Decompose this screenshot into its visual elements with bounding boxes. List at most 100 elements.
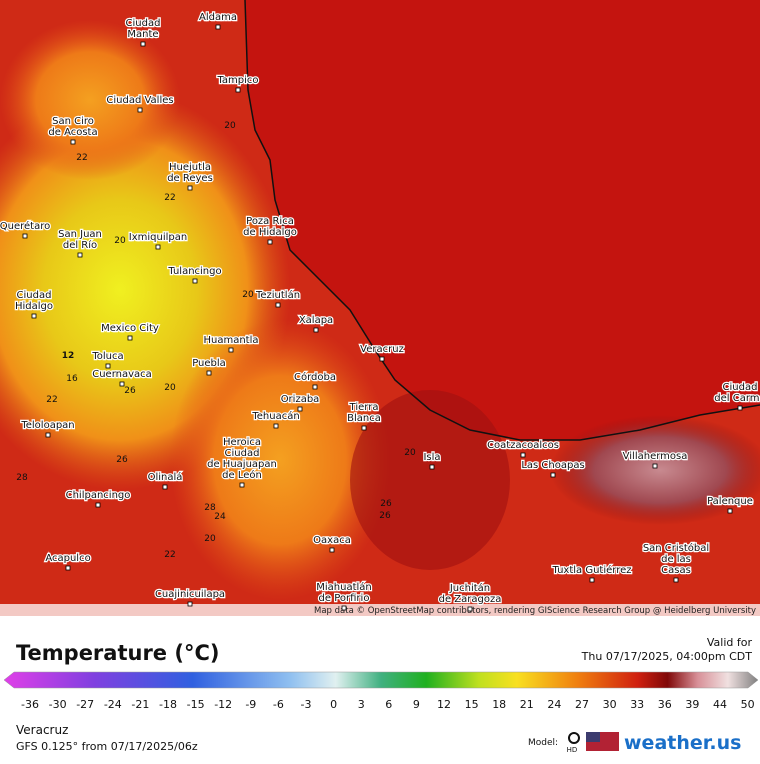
legend-tick-label: -6 — [273, 698, 284, 711]
hot-area — [550, 415, 760, 525]
city-dot — [297, 406, 303, 412]
city-label: Juchitán — [449, 582, 490, 594]
brand[interactable]: weather.us — [624, 732, 741, 754]
city-label: Tuxtla Gutiérrez — [551, 564, 631, 576]
contour-label: 24 — [214, 512, 226, 522]
city-label: Teziutlán — [255, 289, 300, 301]
city-label: Tulancingo — [167, 266, 221, 277]
city-dot — [239, 482, 245, 488]
city-dot — [45, 432, 51, 438]
contour-label: 22 — [164, 193, 175, 203]
city-dot — [673, 577, 679, 583]
city-dot — [137, 107, 143, 113]
legend-tick-label: 9 — [413, 698, 420, 711]
city-dot — [215, 24, 221, 30]
city-label: Tampico — [216, 75, 258, 86]
contour-label: 26 — [380, 499, 392, 509]
city-label: Ciudad — [126, 18, 161, 29]
city-label: de Zaragoza — [439, 594, 502, 605]
city-dot — [127, 335, 133, 341]
city-label: Olinalá — [148, 471, 183, 483]
legend-tick-label: 39 — [685, 698, 699, 711]
contour-label: 22 — [46, 395, 57, 405]
city-label: Hidalgo — [15, 301, 53, 312]
map: Map data © OpenStreetMap contributors, r… — [0, 0, 760, 616]
legend-tick-label: 21 — [520, 698, 534, 711]
city-dot — [162, 484, 168, 490]
city-label: Acapulco — [45, 553, 90, 564]
legend-tick-label: 24 — [547, 698, 561, 711]
city-dot — [520, 452, 526, 458]
city-label: de Acosta — [48, 127, 97, 138]
legend-tick-label: -12 — [214, 698, 232, 711]
contour-label: 28 — [204, 503, 216, 513]
contour-label: 28 — [16, 473, 28, 483]
legend-tick-label: 0 — [330, 698, 337, 711]
city-dot — [65, 565, 71, 571]
coastline — [244, 0, 760, 441]
city-label: Querétaro — [0, 220, 50, 232]
city-label: de Reyes — [167, 173, 213, 184]
city-dot — [119, 381, 125, 387]
city-label: Ciudad — [723, 382, 758, 393]
contour-label: 22 — [76, 153, 87, 163]
title: Temperature (°C) — [16, 641, 219, 665]
legend-tick-label: 15 — [465, 698, 479, 711]
city-dot — [31, 313, 37, 319]
contour-label: 16 — [66, 374, 78, 384]
city-label: Poza Rica — [246, 216, 294, 227]
city-dot — [737, 405, 743, 411]
city-dot — [652, 463, 658, 469]
city-label: Isla — [423, 452, 440, 463]
city-label: de Hidalgo — [243, 227, 297, 238]
city-label: Huamantla — [203, 335, 258, 346]
city-label: Chilpancingo — [66, 490, 131, 501]
city-dot — [329, 547, 335, 553]
legend-tick-label: -9 — [245, 698, 256, 711]
location: Veracruz — [16, 723, 68, 737]
contour-label: 20 — [114, 236, 126, 246]
city-dot — [228, 347, 234, 353]
hot-area — [350, 390, 510, 570]
city-label: Ciudad — [17, 290, 52, 301]
city-label: Tehuacán — [251, 410, 299, 422]
city-label: San Ciro — [52, 116, 94, 127]
legend-tick-label: 36 — [658, 698, 672, 711]
city-label: Casas — [661, 565, 691, 576]
city-label: Coatzacoalcos — [487, 440, 559, 451]
city-label: Xalapa — [299, 315, 333, 326]
contour-label: 20 — [404, 448, 416, 458]
city-label: de León — [222, 469, 262, 481]
city-dot — [206, 370, 212, 376]
city-dot — [22, 233, 28, 239]
hd-icon — [568, 732, 580, 744]
attribution: Map data © OpenStreetMap contributors, r… — [314, 606, 756, 616]
legend-tick-label: -24 — [104, 698, 122, 711]
city-label: de Huajuapan — [207, 459, 277, 470]
city-label: Tierra — [349, 402, 379, 413]
legend-tick-label: -21 — [131, 698, 149, 711]
city-dot — [312, 384, 318, 390]
legend-tick-label: -18 — [159, 698, 177, 711]
city-label: Miahuatlán — [316, 581, 372, 593]
city-label: Villahermosa — [623, 451, 688, 462]
city-dot — [467, 606, 473, 612]
city-dot — [95, 502, 101, 508]
legend-tick-label: -36 — [21, 698, 39, 711]
city-dot — [550, 472, 556, 478]
city-label: Las Choapas — [521, 460, 584, 471]
city-label: Blanca — [347, 413, 381, 424]
city-label: Orizaba — [281, 394, 320, 405]
contour-label: 20 — [204, 534, 216, 544]
legend-tick-label: 6 — [385, 698, 392, 711]
city-label: Veracruz — [360, 344, 404, 355]
city-label: San Cristóbal — [643, 542, 709, 554]
attribution-bg — [0, 604, 760, 616]
city-label: Huejutla — [169, 162, 211, 173]
city-label: del Carme — [714, 393, 760, 404]
model-label: Model: — [528, 738, 558, 748]
city-dot — [187, 601, 193, 607]
legend-tick-label: 30 — [603, 698, 617, 711]
city-label: de las — [661, 554, 691, 565]
